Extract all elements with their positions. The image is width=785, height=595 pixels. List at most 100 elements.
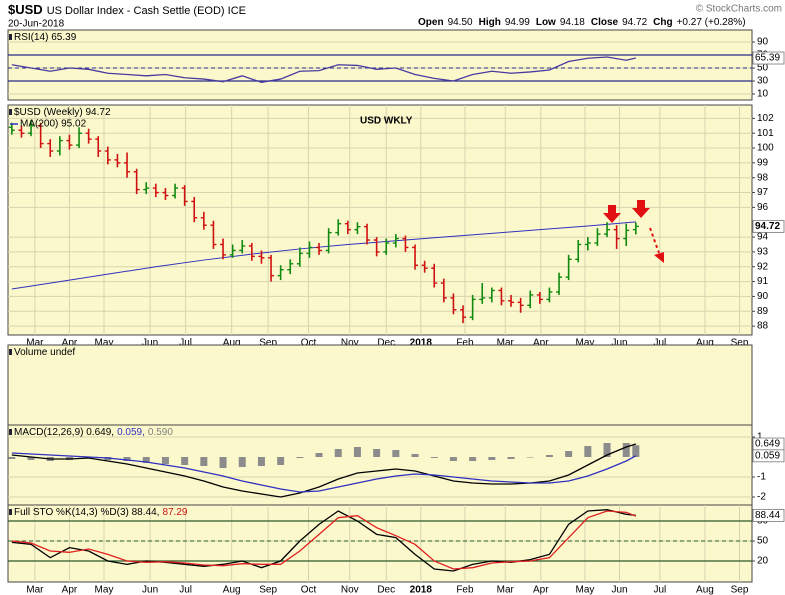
histogram-bar [200, 457, 208, 466]
x-tick-label: 2018 [410, 585, 433, 595]
quote-label: Open [418, 17, 444, 28]
x-tick-label: Mar [497, 338, 515, 349]
x-tick-label: Jul [653, 338, 666, 349]
histogram-bar [296, 457, 304, 458]
legend-text: 0.590 [148, 427, 173, 438]
histogram-bar [161, 457, 169, 464]
line [11, 56, 636, 83]
legend-marker [9, 109, 12, 115]
histogram-bar [142, 457, 150, 463]
x-tick-label: Sep [259, 338, 277, 349]
y-tick-label: 92 [757, 261, 769, 272]
line [11, 509, 636, 572]
x-tick-label: May [576, 585, 595, 595]
y-tick-label: 90 [757, 291, 769, 302]
quote-label: High [479, 17, 501, 28]
legend-marker [9, 349, 12, 355]
x-tick-label: Apr [533, 585, 549, 595]
quote-label: Low [536, 17, 556, 28]
x-tick-label: Nov [341, 585, 359, 595]
symbol: $USD [8, 2, 43, 17]
quote-value: 94.99 [505, 17, 530, 28]
histogram-bar [469, 457, 477, 461]
histogram-bar [411, 454, 419, 457]
quote-label: Chg [653, 17, 672, 28]
y-tick-label: 102 [757, 113, 774, 124]
annotation-arrows [603, 200, 664, 263]
last-value-label: 0.059 [755, 450, 780, 461]
x-tick-label: Dec [377, 585, 395, 595]
x-tick-label: Jun [142, 338, 158, 349]
y-tick-label: 1 [757, 432, 763, 443]
legend-marker [9, 34, 12, 40]
moving-average [11, 221, 636, 290]
legend-text: 87.29 [162, 507, 187, 518]
y-tick-label: 50 [757, 536, 769, 547]
last-value-label: 88.44 [755, 510, 780, 521]
y-tick-label: 30 [757, 76, 769, 87]
legend-text: MACD(12,26,9) 0.649, [14, 427, 114, 438]
histogram-bar [565, 451, 573, 457]
date: 20-Jun-2018 [8, 19, 65, 30]
line [11, 443, 637, 498]
quote-value: 94.50 [448, 17, 473, 28]
legend-marker [9, 429, 12, 435]
x-tick-label: 2018 [410, 338, 433, 349]
histogram-bar [622, 443, 630, 457]
x-tick-label: Dec [377, 338, 395, 349]
histogram-bar [181, 457, 189, 465]
plots: 1030507090RSI(14) 65.3965.39MarAprMayJun… [7, 29, 785, 595]
panel [7, 504, 753, 583]
histogram-bar [632, 445, 640, 457]
quote-value: +0.27 (+0.28%) [677, 17, 746, 28]
y-tick-label: 89 [757, 306, 769, 317]
legend: RSI(14) 65.39 [14, 32, 77, 43]
x-tick-label: Oct [301, 338, 317, 349]
legend: Full STO %K(14,3) %D(3) 88.44, 87.29 [14, 507, 188, 518]
x-tick-label: Aug [223, 338, 241, 349]
x-tick-label: Nov [341, 338, 359, 349]
x-tick-label: Aug [696, 585, 714, 595]
last-value-box [752, 508, 785, 522]
y-tick-label: 99 [757, 158, 769, 169]
x-tick-label: May [95, 338, 114, 349]
y-tick-label: -1 [757, 472, 766, 483]
histogram-bar [219, 457, 227, 468]
x-tick-label: Sep [731, 338, 749, 349]
y-tick-label: 98 [757, 172, 769, 183]
down-arrow [603, 205, 621, 223]
legend-text: Full STO %K(14,3) %D(3) 88.44, [14, 507, 159, 518]
y-tick-label: 20 [757, 556, 769, 567]
x-tick-label: Apr [62, 585, 78, 595]
histogram-bar [27, 457, 35, 460]
histogram-bar [373, 449, 381, 457]
last-value-box [752, 219, 785, 233]
dashed-arrow [649, 227, 660, 254]
panel [7, 104, 753, 336]
quote-value: 94.18 [560, 17, 585, 28]
y-tick-label: 100 [757, 143, 774, 154]
histogram-bar [334, 449, 342, 457]
histogram-bar [277, 457, 285, 465]
y-tick-label: 88 [757, 321, 769, 332]
x-tick-label: Sep [731, 585, 749, 595]
histogram-bar [257, 457, 265, 466]
header-title: $USD US Dollar Index - Cash Settle (EOD) … [8, 2, 246, 17]
x-tick-label: Feb [456, 338, 474, 349]
y-tick-label: 101 [757, 128, 774, 139]
histogram-bar [449, 457, 457, 461]
x-tick-label: Jun [611, 585, 627, 595]
last-value-box [752, 449, 785, 463]
y-tick-label: 94 [757, 232, 769, 243]
down-arrow [632, 200, 650, 218]
legend: Volume undef [14, 347, 75, 358]
histogram-bar [584, 446, 592, 457]
histogram-bar [123, 457, 131, 461]
x-tick-label: Apr [533, 338, 549, 349]
legend-text: Volume undef [14, 347, 75, 358]
quote-value: 94.72 [622, 17, 647, 28]
x-tick-label: Jul [179, 585, 192, 595]
histogram-bar [238, 457, 246, 467]
quote-label: Close [591, 17, 619, 28]
